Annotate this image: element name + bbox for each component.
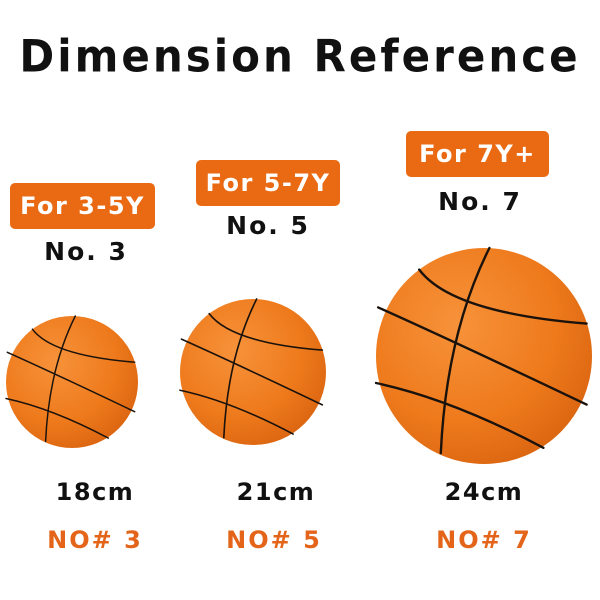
age-badge-no7: For 7Y+	[406, 131, 549, 177]
ball-code-no3: NO# 3	[47, 526, 143, 554]
age-badge-no5: For 5-7Y	[196, 160, 340, 206]
ball-number-no5: No. 5	[226, 211, 310, 240]
ball-size-no3: 18cm	[55, 478, 135, 506]
basketball-no7	[374, 246, 594, 466]
ball-code-no5: NO# 5	[226, 526, 322, 554]
title: Dimension Reference	[19, 30, 581, 83]
ball-size-no5: 21cm	[236, 478, 316, 506]
ball-code-no7: NO# 7	[436, 526, 532, 554]
basketball-no5	[179, 298, 327, 446]
ball-size-no7: 24cm	[444, 478, 524, 506]
ball-number-no7: No. 7	[438, 187, 522, 216]
basketball-no3	[5, 315, 139, 449]
ball-number-no3: No. 3	[44, 237, 128, 266]
age-badge-no3: For 3-5Y	[10, 183, 155, 229]
